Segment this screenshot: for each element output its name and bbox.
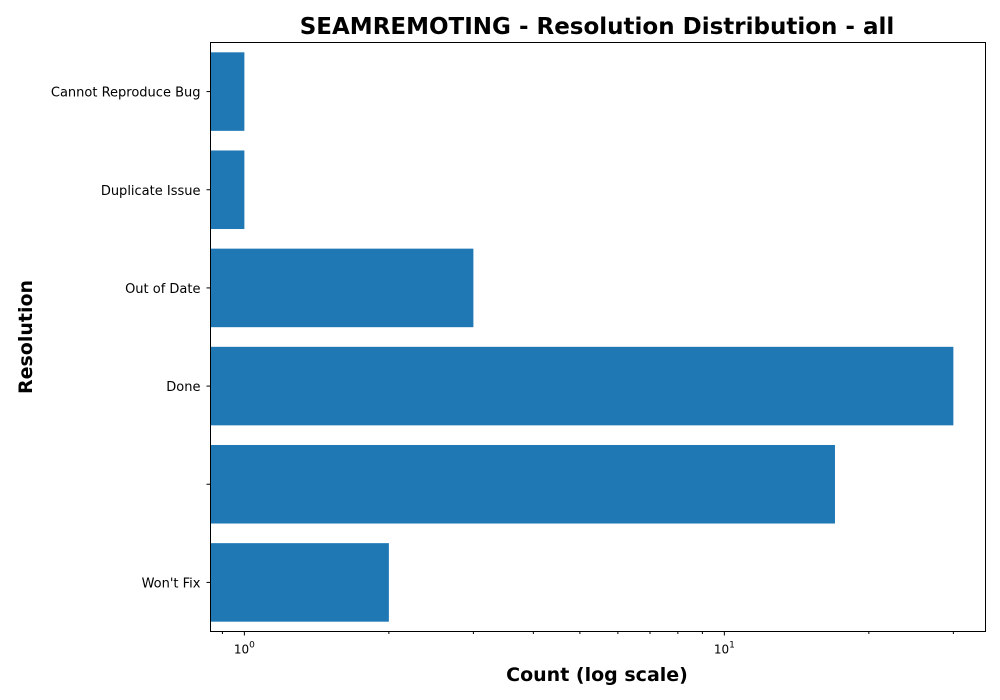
y-tick-label: Duplicate Issue [101,184,201,199]
y-tick-label: Cannot Reproduce Bug [51,86,201,101]
x-axis-label: Count (log scale) [506,664,688,686]
y-axis: Cannot Reproduce Bug Duplicate Issue Out o… [51,86,211,591]
bar [210,346,954,426]
plot-area-frame [210,42,986,632]
y-tick-label: Won't Fix [142,576,201,591]
x-axis: 100 101 [221,631,954,657]
bar [210,444,835,524]
x-tick-label: 101 [714,641,735,657]
y-axis-label: Resolution [15,280,37,394]
x-tick-label: 100 [234,641,255,657]
y-tick-label: Out of Date [125,282,200,297]
bar [210,52,245,131]
bars-group [210,52,954,622]
bar [210,248,474,328]
bar [210,150,245,230]
chart-title: SEAMREMOTING - Resolution Distribution -… [300,14,895,40]
y-tick-label: Done [166,380,200,395]
bar [210,543,389,622]
